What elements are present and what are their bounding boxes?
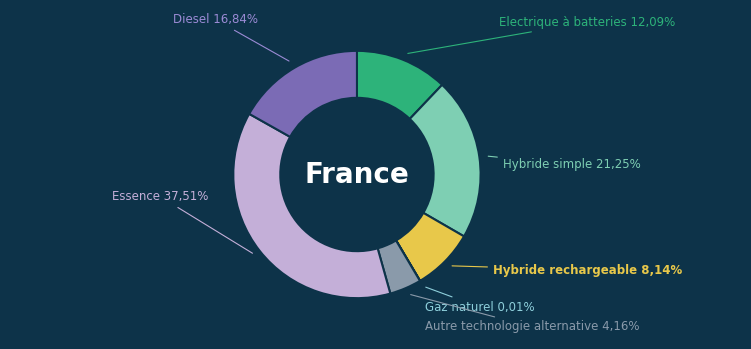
Wedge shape — [396, 240, 420, 281]
Text: Essence 37,51%: Essence 37,51% — [112, 190, 252, 253]
Wedge shape — [249, 51, 357, 137]
Wedge shape — [357, 51, 442, 119]
Wedge shape — [234, 114, 391, 298]
Text: France: France — [305, 161, 409, 188]
Wedge shape — [396, 213, 464, 281]
Wedge shape — [410, 85, 481, 236]
Text: Gaz naturel 0,01%: Gaz naturel 0,01% — [425, 287, 535, 314]
Text: Hybride rechargeable 8,14%: Hybride rechargeable 8,14% — [452, 263, 682, 276]
Text: Electrique à batteries 12,09%: Electrique à batteries 12,09% — [408, 16, 675, 53]
Text: Autre technologie alternative 4,16%: Autre technologie alternative 4,16% — [411, 295, 639, 333]
Wedge shape — [378, 240, 420, 294]
Text: Hybride simple 21,25%: Hybride simple 21,25% — [488, 156, 641, 171]
Text: Diesel 16,84%: Diesel 16,84% — [173, 13, 289, 61]
